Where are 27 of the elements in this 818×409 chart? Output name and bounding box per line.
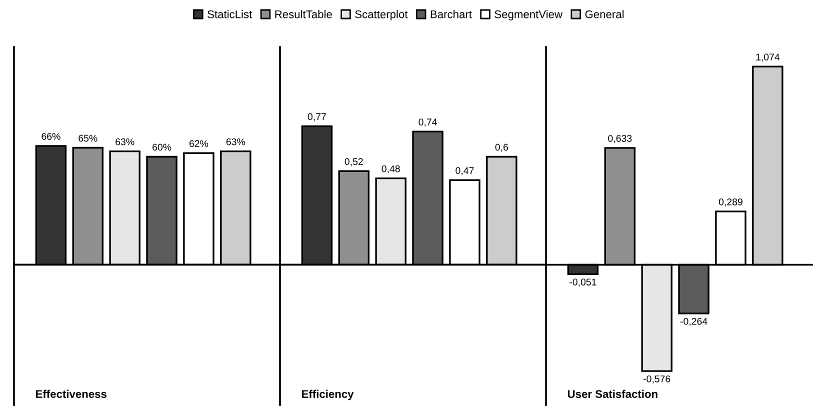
data-label: 0,633: [608, 134, 632, 143]
data-label: 63%: [226, 138, 246, 146]
data-label: 1,074: [756, 54, 780, 62]
data-label: 63%: [116, 138, 134, 146]
data-label: -0,051: [570, 278, 596, 287]
legend-label: Barchart: [430, 10, 472, 18]
legend-label: ResultTable: [275, 10, 332, 18]
data-label: 0,47: [456, 167, 474, 176]
legend-label: SegmentView: [494, 10, 563, 20]
data-label: 0,74: [418, 118, 437, 127]
data-label: 0,77: [308, 113, 326, 122]
x-axis-title: User Satisfaction: [568, 390, 658, 398]
x-axis-title: Efficiency: [302, 390, 354, 400]
data-label: 0,52: [344, 158, 363, 166]
data-label: -0,576: [643, 375, 670, 384]
data-label: 0,48: [382, 165, 400, 174]
data-label: 66%: [42, 132, 60, 140]
data-label: 60%: [152, 144, 172, 151]
data-label: 62%: [189, 140, 208, 148]
legend-label: StaticList: [208, 10, 252, 18]
legend-label: General: [585, 10, 624, 18]
data-label: 65%: [78, 134, 98, 142]
data-label: 0,289: [718, 198, 742, 206]
x-axis-title: Effectiveness: [36, 390, 106, 398]
legend-label: Scatterplot: [355, 10, 408, 20]
data-label: -0,264: [680, 318, 708, 326]
data-label: 0,6: [495, 144, 508, 152]
